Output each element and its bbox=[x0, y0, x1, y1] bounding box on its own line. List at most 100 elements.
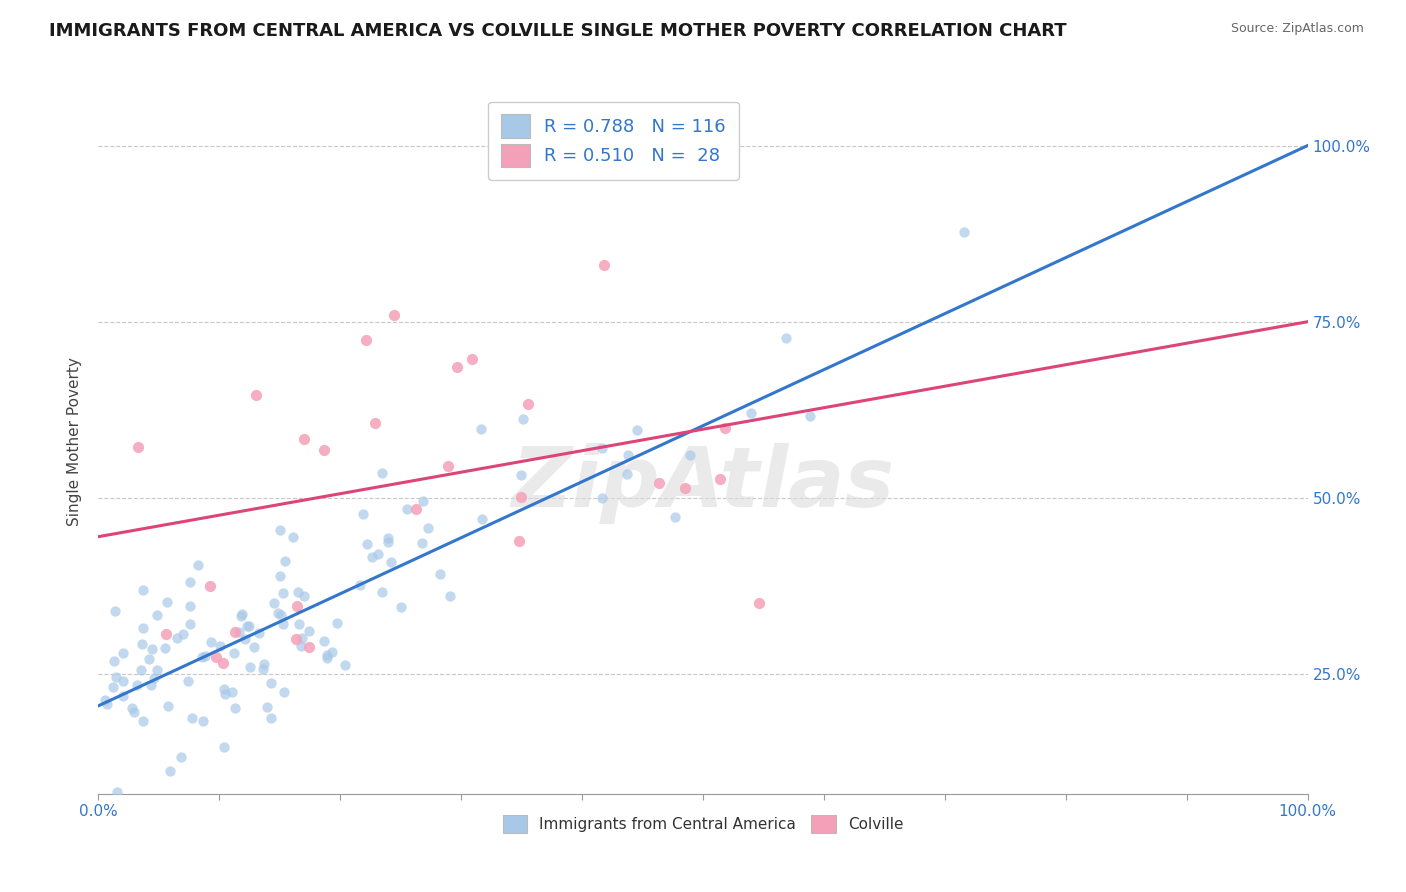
Point bbox=[138, 652, 160, 666]
Point bbox=[179, 599, 201, 614]
Point bbox=[221, 685, 243, 699]
Point bbox=[626, 424, 648, 438]
Point bbox=[709, 472, 731, 486]
Point bbox=[395, 501, 418, 516]
Point bbox=[142, 671, 165, 685]
Point bbox=[236, 619, 259, 633]
Point bbox=[591, 491, 613, 505]
Text: IMMIGRANTS FROM CENTRAL AMERICA VS COLVILLE SINGLE MOTHER POVERTY CORRELATION CH: IMMIGRANTS FROM CENTRAL AMERICA VS COLVI… bbox=[49, 22, 1067, 40]
Point bbox=[245, 388, 267, 402]
Point bbox=[259, 711, 281, 725]
Point bbox=[382, 308, 405, 322]
Point bbox=[673, 481, 696, 495]
Point bbox=[439, 589, 461, 603]
Point bbox=[356, 537, 378, 551]
Point bbox=[271, 586, 294, 600]
Point bbox=[170, 749, 193, 764]
Point bbox=[179, 616, 201, 631]
Point bbox=[591, 441, 613, 455]
Point bbox=[354, 333, 377, 347]
Point bbox=[172, 627, 194, 641]
Point bbox=[111, 646, 134, 660]
Point bbox=[191, 649, 214, 664]
Point bbox=[292, 433, 315, 447]
Point bbox=[238, 618, 260, 632]
Point bbox=[253, 657, 276, 672]
Point bbox=[411, 536, 433, 550]
Point bbox=[509, 490, 531, 504]
Point bbox=[953, 225, 976, 239]
Point bbox=[508, 534, 530, 549]
Point bbox=[146, 607, 169, 622]
Point bbox=[103, 654, 125, 668]
Point bbox=[256, 700, 278, 714]
Point bbox=[405, 501, 427, 516]
Point bbox=[298, 640, 321, 655]
Point bbox=[146, 663, 169, 677]
Point bbox=[267, 606, 290, 620]
Point bbox=[288, 617, 311, 632]
Point bbox=[284, 632, 307, 647]
Point bbox=[291, 632, 314, 646]
Point bbox=[105, 785, 128, 799]
Point bbox=[131, 637, 153, 651]
Point bbox=[412, 493, 434, 508]
Point bbox=[243, 640, 266, 655]
Point bbox=[799, 409, 821, 424]
Point bbox=[111, 673, 134, 688]
Point bbox=[352, 507, 374, 521]
Point bbox=[283, 530, 305, 544]
Point bbox=[193, 648, 215, 663]
Point bbox=[228, 625, 250, 640]
Point bbox=[314, 634, 336, 648]
Point bbox=[312, 442, 335, 457]
Point bbox=[748, 596, 770, 610]
Point bbox=[132, 621, 155, 635]
Point bbox=[592, 258, 614, 272]
Point bbox=[360, 550, 382, 565]
Point bbox=[104, 604, 127, 618]
Point bbox=[127, 678, 149, 692]
Point bbox=[349, 578, 371, 592]
Point bbox=[205, 650, 228, 665]
Point bbox=[516, 396, 538, 410]
Point bbox=[664, 509, 686, 524]
Point bbox=[131, 663, 153, 677]
Point bbox=[200, 635, 222, 649]
Legend: Immigrants from Central America, Colville: Immigrants from Central America, Colvill… bbox=[496, 809, 910, 839]
Point bbox=[315, 650, 337, 665]
Point bbox=[377, 535, 399, 549]
Point bbox=[132, 714, 155, 728]
Y-axis label: Single Mother Poverty: Single Mother Poverty bbox=[67, 357, 83, 526]
Point bbox=[214, 682, 236, 697]
Point bbox=[263, 596, 285, 610]
Point bbox=[509, 468, 531, 483]
Point bbox=[156, 698, 179, 713]
Point bbox=[193, 714, 215, 729]
Point bbox=[122, 705, 145, 719]
Point bbox=[617, 448, 640, 462]
Point bbox=[181, 711, 204, 725]
Point bbox=[269, 569, 291, 583]
Point bbox=[377, 531, 399, 545]
Point bbox=[287, 585, 309, 599]
Point bbox=[249, 625, 271, 640]
Point bbox=[471, 512, 494, 526]
Point bbox=[364, 417, 387, 431]
Point bbox=[416, 521, 439, 535]
Point bbox=[367, 547, 389, 561]
Point bbox=[271, 617, 294, 632]
Point bbox=[224, 700, 246, 714]
Point bbox=[198, 579, 221, 593]
Point bbox=[96, 697, 118, 711]
Point bbox=[298, 624, 321, 638]
Point bbox=[127, 441, 149, 455]
Text: Source: ZipAtlas.com: Source: ZipAtlas.com bbox=[1230, 22, 1364, 36]
Point bbox=[326, 616, 349, 631]
Point bbox=[273, 553, 295, 567]
Point bbox=[166, 631, 188, 645]
Point bbox=[153, 641, 176, 656]
Point bbox=[321, 645, 343, 659]
Point bbox=[370, 585, 392, 599]
Point bbox=[155, 626, 177, 640]
